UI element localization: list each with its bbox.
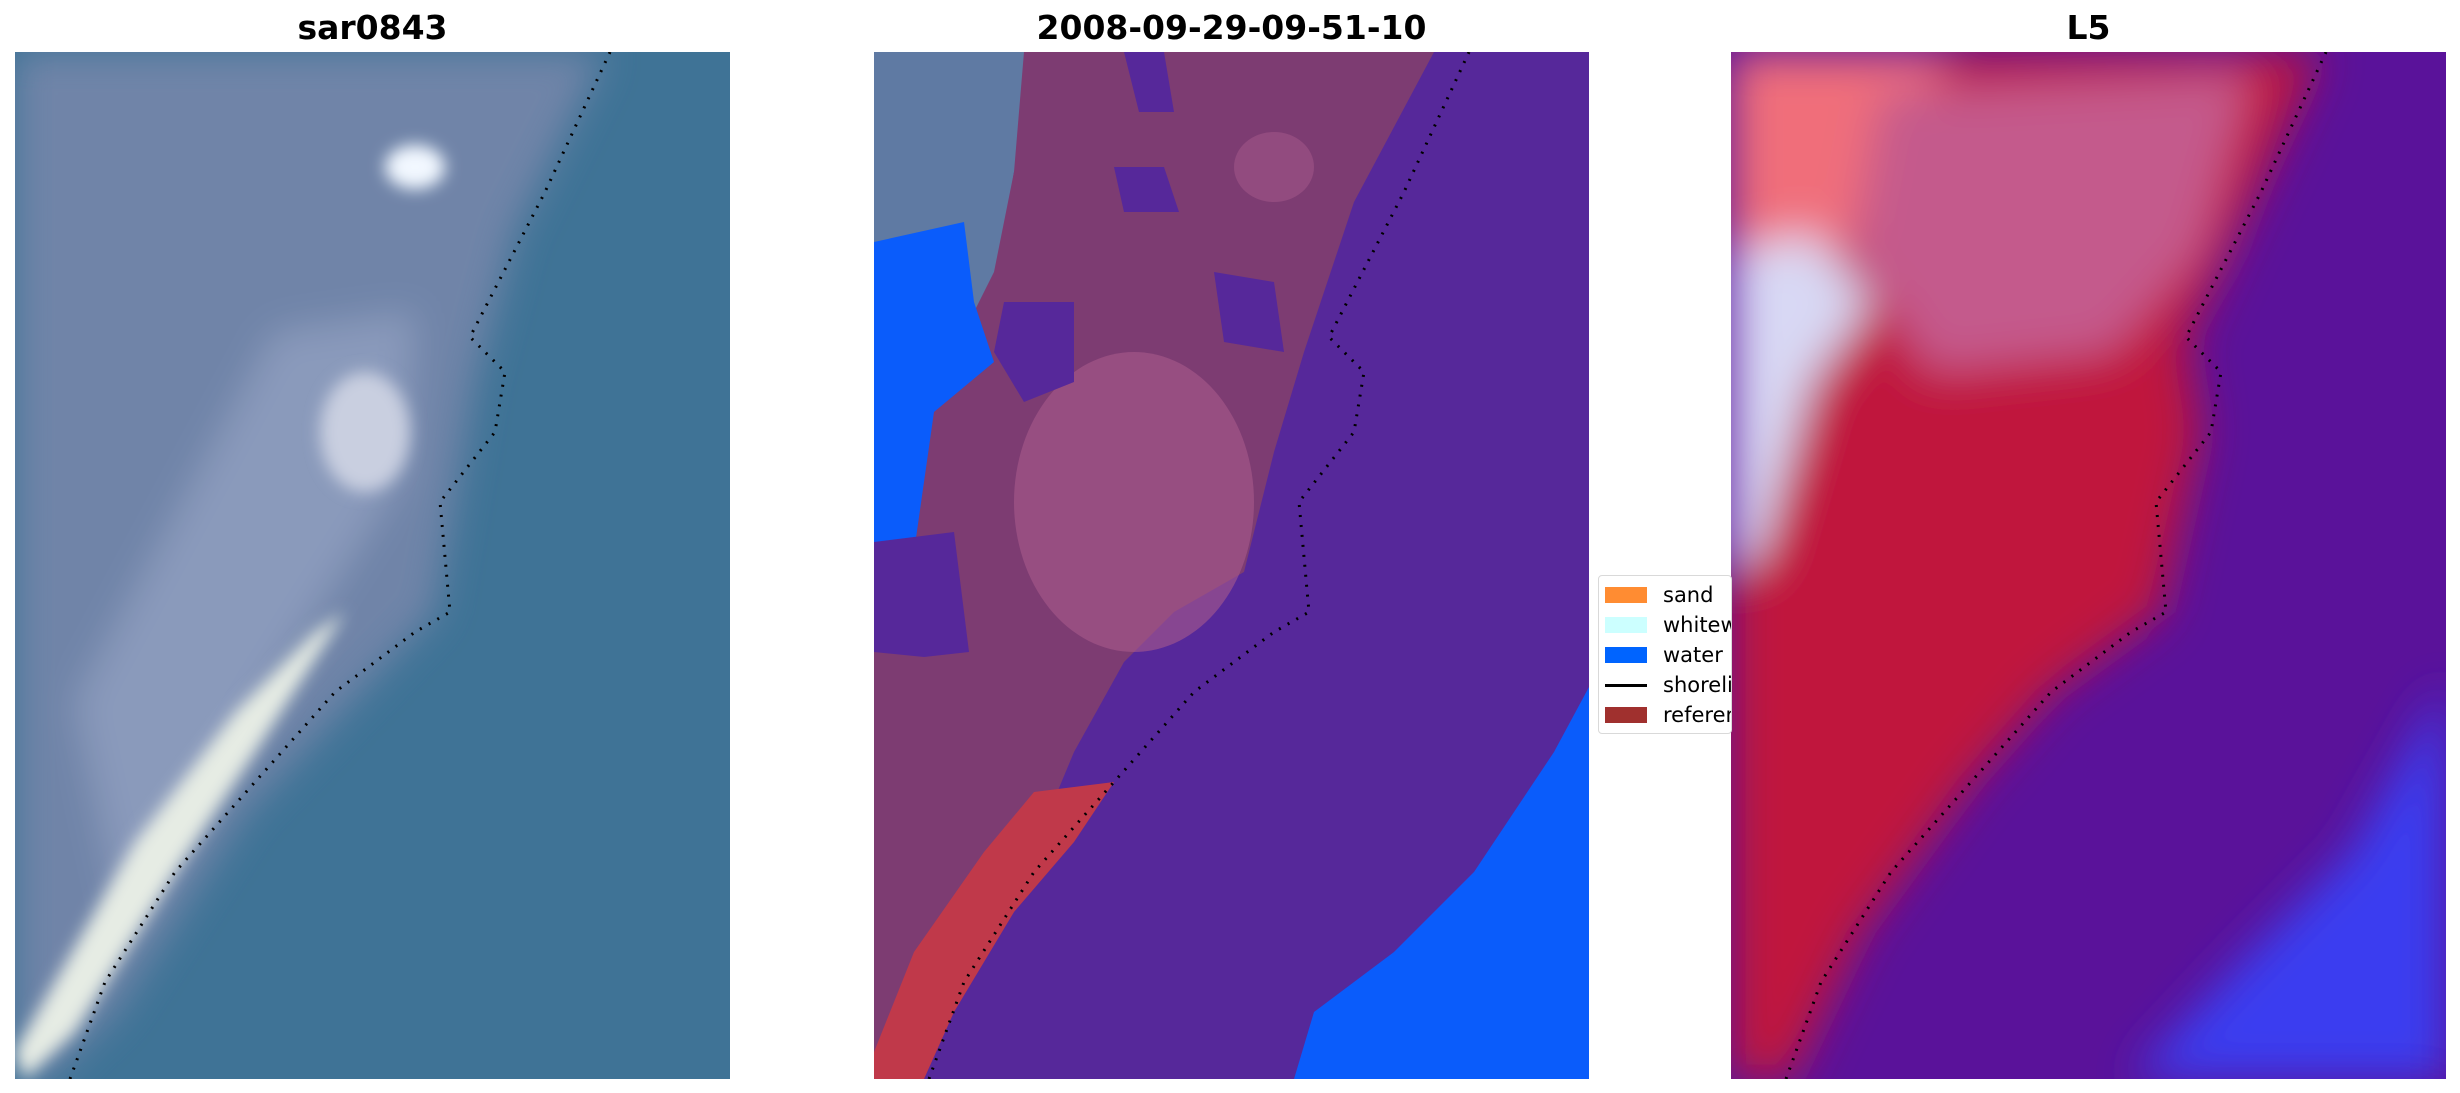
index-land-red	[1731, 52, 2321, 1079]
classified-land-highlight	[1014, 352, 1254, 652]
classified-water-blob-5	[1214, 272, 1284, 352]
legend-item-water: water	[1605, 643, 1723, 667]
index-water-bottom-right	[2131, 682, 2446, 1079]
legend-swatch-sand	[1605, 587, 1647, 603]
panel-title-classified: 2008-09-29-09-51-10	[1036, 8, 1427, 47]
rgb-light-patch	[320, 372, 410, 492]
classified-image-panel	[874, 52, 1589, 1079]
legend-label-sand: sand	[1663, 583, 1714, 607]
index-image-panel	[1731, 52, 2446, 1079]
rgb-image-panel	[15, 52, 730, 1079]
classified-water-left	[874, 222, 994, 572]
legend-swatch-reference-shoreline	[1605, 707, 1647, 723]
legend-item-reference-shoreline: reference shoreline	[1605, 703, 1731, 727]
rgb-surf-zone	[15, 612, 345, 1079]
panel-title-mndwi: L5	[2066, 8, 2111, 47]
legend-swatch-whitewater	[1605, 617, 1647, 633]
rgb-bright-patch	[385, 145, 445, 189]
classified-water-blob-1	[994, 302, 1074, 402]
index-white-left	[1731, 232, 1871, 572]
panel-title-rgb: sar0843	[297, 8, 448, 47]
classified-sand-strip	[874, 782, 1114, 1079]
classified-water-right	[1294, 687, 1589, 1079]
legend-item-shoreline: shoreline	[1605, 673, 1731, 697]
legend-label-reference-shoreline: reference shoreline	[1663, 703, 1731, 727]
legend-label-water: water	[1663, 643, 1723, 667]
classified-land-highlight-top	[1234, 132, 1314, 202]
legend-item-sand: sand	[1605, 583, 1713, 607]
legend-swatch-shoreline	[1605, 683, 1647, 687]
index-land-mauve	[1851, 72, 2251, 372]
classified-water-blob-2	[874, 532, 969, 657]
legend-label-shoreline: shoreline	[1663, 673, 1731, 697]
classified-water-blob-3	[1124, 52, 1174, 112]
classified-water-blob-4	[1114, 167, 1179, 212]
legend-swatch-water	[1605, 647, 1647, 663]
